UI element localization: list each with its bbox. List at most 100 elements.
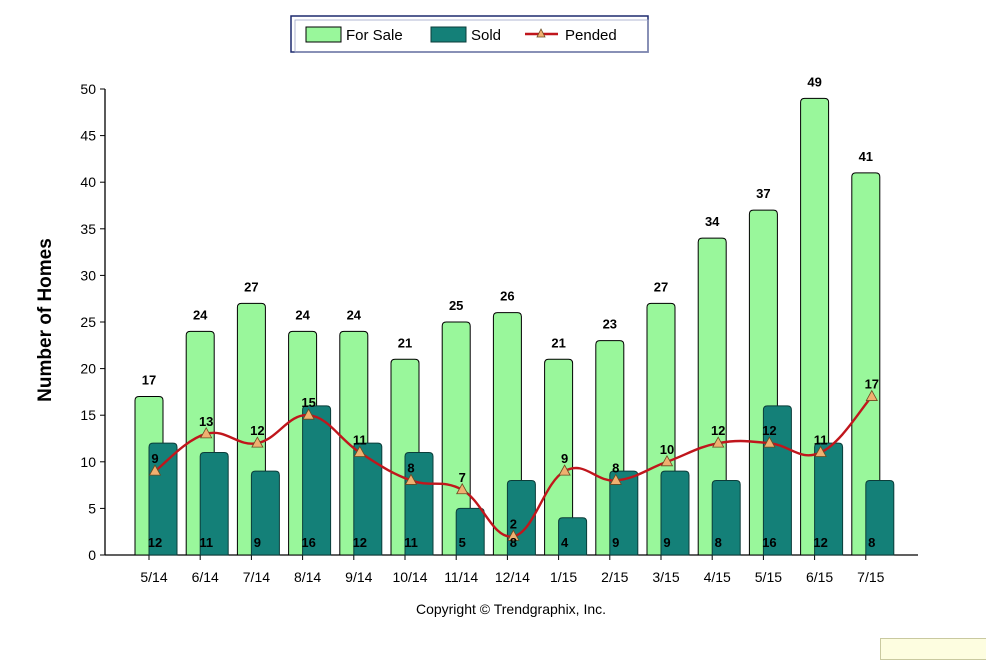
- for-sale-value-label: 23: [603, 317, 617, 332]
- sold-value-label: 11: [199, 535, 213, 550]
- sold-bar: [865, 479, 895, 556]
- sold-bar: [558, 517, 588, 556]
- sold-value-label: 9: [254, 535, 261, 550]
- pended-value-label: 2: [510, 516, 517, 531]
- pended-marker: [865, 389, 878, 401]
- for-sale-value-label: 37: [756, 186, 770, 201]
- pended-value-label: 12: [762, 423, 776, 438]
- x-tick-label: 1/15: [550, 569, 577, 585]
- sold-value-label: 12: [148, 535, 162, 550]
- x-tick-label: 11/14: [444, 569, 478, 585]
- for-sale-value-label: 26: [500, 289, 514, 304]
- sold-value-label: 5: [459, 535, 466, 550]
- sold-bar: [711, 479, 741, 556]
- pended-value-label: 9: [561, 451, 568, 466]
- x-tick-label: 7/14: [243, 569, 270, 585]
- for-sale-value-label: 25: [449, 298, 463, 313]
- y-tick-label: 5: [88, 500, 96, 516]
- for-sale-value-label: 41: [859, 149, 873, 164]
- pended-marker: [712, 436, 725, 448]
- sold-value-label: 4: [561, 535, 569, 550]
- pended-marker: [200, 427, 213, 439]
- pended-value-label: 7: [459, 470, 466, 485]
- pended-marker: [507, 529, 520, 541]
- for-sale-value-label: 49: [807, 74, 821, 89]
- x-tick-label: 6/14: [192, 569, 219, 585]
- y-tick-label: 35: [80, 221, 96, 237]
- for-sale-value-label: 24: [193, 307, 208, 322]
- pended-value-label: 11: [814, 432, 828, 447]
- sold-value-label: 8: [868, 535, 875, 550]
- pended-marker: [404, 473, 418, 485]
- for-sale-value-label: 24: [295, 307, 310, 322]
- y-tick-label: 45: [80, 128, 96, 144]
- pended-marker: [763, 436, 776, 448]
- y-tick-label: 10: [80, 454, 96, 470]
- pended-marker: [660, 454, 674, 467]
- y-tick-label: 0: [88, 547, 96, 563]
- copyright-text: Copyright © Trendgraphix, Inc.: [416, 601, 606, 617]
- x-tick-label: 12/14: [495, 569, 530, 585]
- y-tick-label: 20: [80, 361, 96, 377]
- y-tick-label: 50: [80, 81, 96, 97]
- sold-value-label: 16: [301, 535, 315, 550]
- legend-swatch-for-sale: [305, 26, 342, 43]
- pended-value-label: 11: [353, 432, 367, 447]
- data-labels: 1712241127924162412211125526821423927934…: [142, 74, 879, 550]
- sold-bar: [353, 442, 383, 556]
- legend: For Sale Sold Pended: [290, 15, 649, 53]
- for-sale-value-label: 24: [347, 307, 362, 322]
- for-sale-bar: [697, 237, 727, 556]
- y-tick-label: 40: [80, 174, 96, 190]
- sold-value-label: 9: [663, 535, 670, 550]
- pended-marker: [609, 473, 622, 485]
- sold-value-label: 11: [404, 535, 418, 550]
- pended-value-label: 17: [865, 377, 879, 392]
- for-sale-value-label: 17: [142, 373, 156, 388]
- x-tick-label: 8/14: [294, 569, 321, 585]
- legend-label-for-sale: For Sale: [346, 27, 403, 44]
- for-sale-bar: [544, 358, 574, 556]
- legend-label-pended: Pended: [565, 27, 617, 44]
- x-tick-label: 6/15: [806, 569, 833, 585]
- sold-bar: [302, 405, 332, 556]
- pended-value-label: 10: [660, 442, 674, 457]
- x-tick-label: 10/14: [392, 569, 427, 585]
- pended-marker: [456, 482, 469, 495]
- y-tick-label: 15: [80, 407, 96, 423]
- x-tick-label: 3/15: [652, 569, 679, 585]
- x-tick-label: 9/14: [345, 569, 372, 585]
- pended-marker: [558, 464, 571, 476]
- pended-value-label: 13: [199, 414, 213, 429]
- sold-bar: [660, 470, 690, 556]
- pended-marker: [353, 445, 366, 457]
- x-tick-label: 5/15: [755, 569, 782, 585]
- legend-marker-pended: [536, 28, 546, 38]
- pended-value-label: 8: [407, 460, 414, 475]
- sold-bar: [250, 470, 280, 556]
- pended-marker: [814, 445, 827, 457]
- legend-label-sold: Sold: [471, 27, 501, 44]
- x-tick-label: 7/15: [857, 569, 884, 585]
- sold-value-label: 12: [813, 535, 827, 550]
- for-sale-value-label: 21: [398, 335, 412, 350]
- for-sale-value-label: 34: [705, 214, 720, 229]
- sold-value-label: 8: [510, 535, 517, 550]
- pended-marker: [302, 408, 315, 420]
- sold-bar: [199, 451, 229, 556]
- pended-line: [148, 389, 878, 541]
- tooltip-box: [880, 638, 986, 660]
- sold-bars: [148, 405, 895, 556]
- y-tick-label: 30: [80, 267, 96, 283]
- sold-value-label: 16: [762, 535, 776, 550]
- pended-marker: [251, 436, 264, 448]
- pended-value-label: 12: [250, 423, 264, 438]
- y-tick-label: 25: [80, 314, 96, 330]
- pended-marker: [148, 464, 162, 476]
- x-tick-label: 4/15: [704, 569, 731, 585]
- pended-value-label: 12: [711, 423, 725, 438]
- pended-value-label: 8: [612, 460, 619, 475]
- x-tick-label: 5/14: [140, 569, 167, 585]
- for-sale-value-label: 21: [551, 335, 565, 350]
